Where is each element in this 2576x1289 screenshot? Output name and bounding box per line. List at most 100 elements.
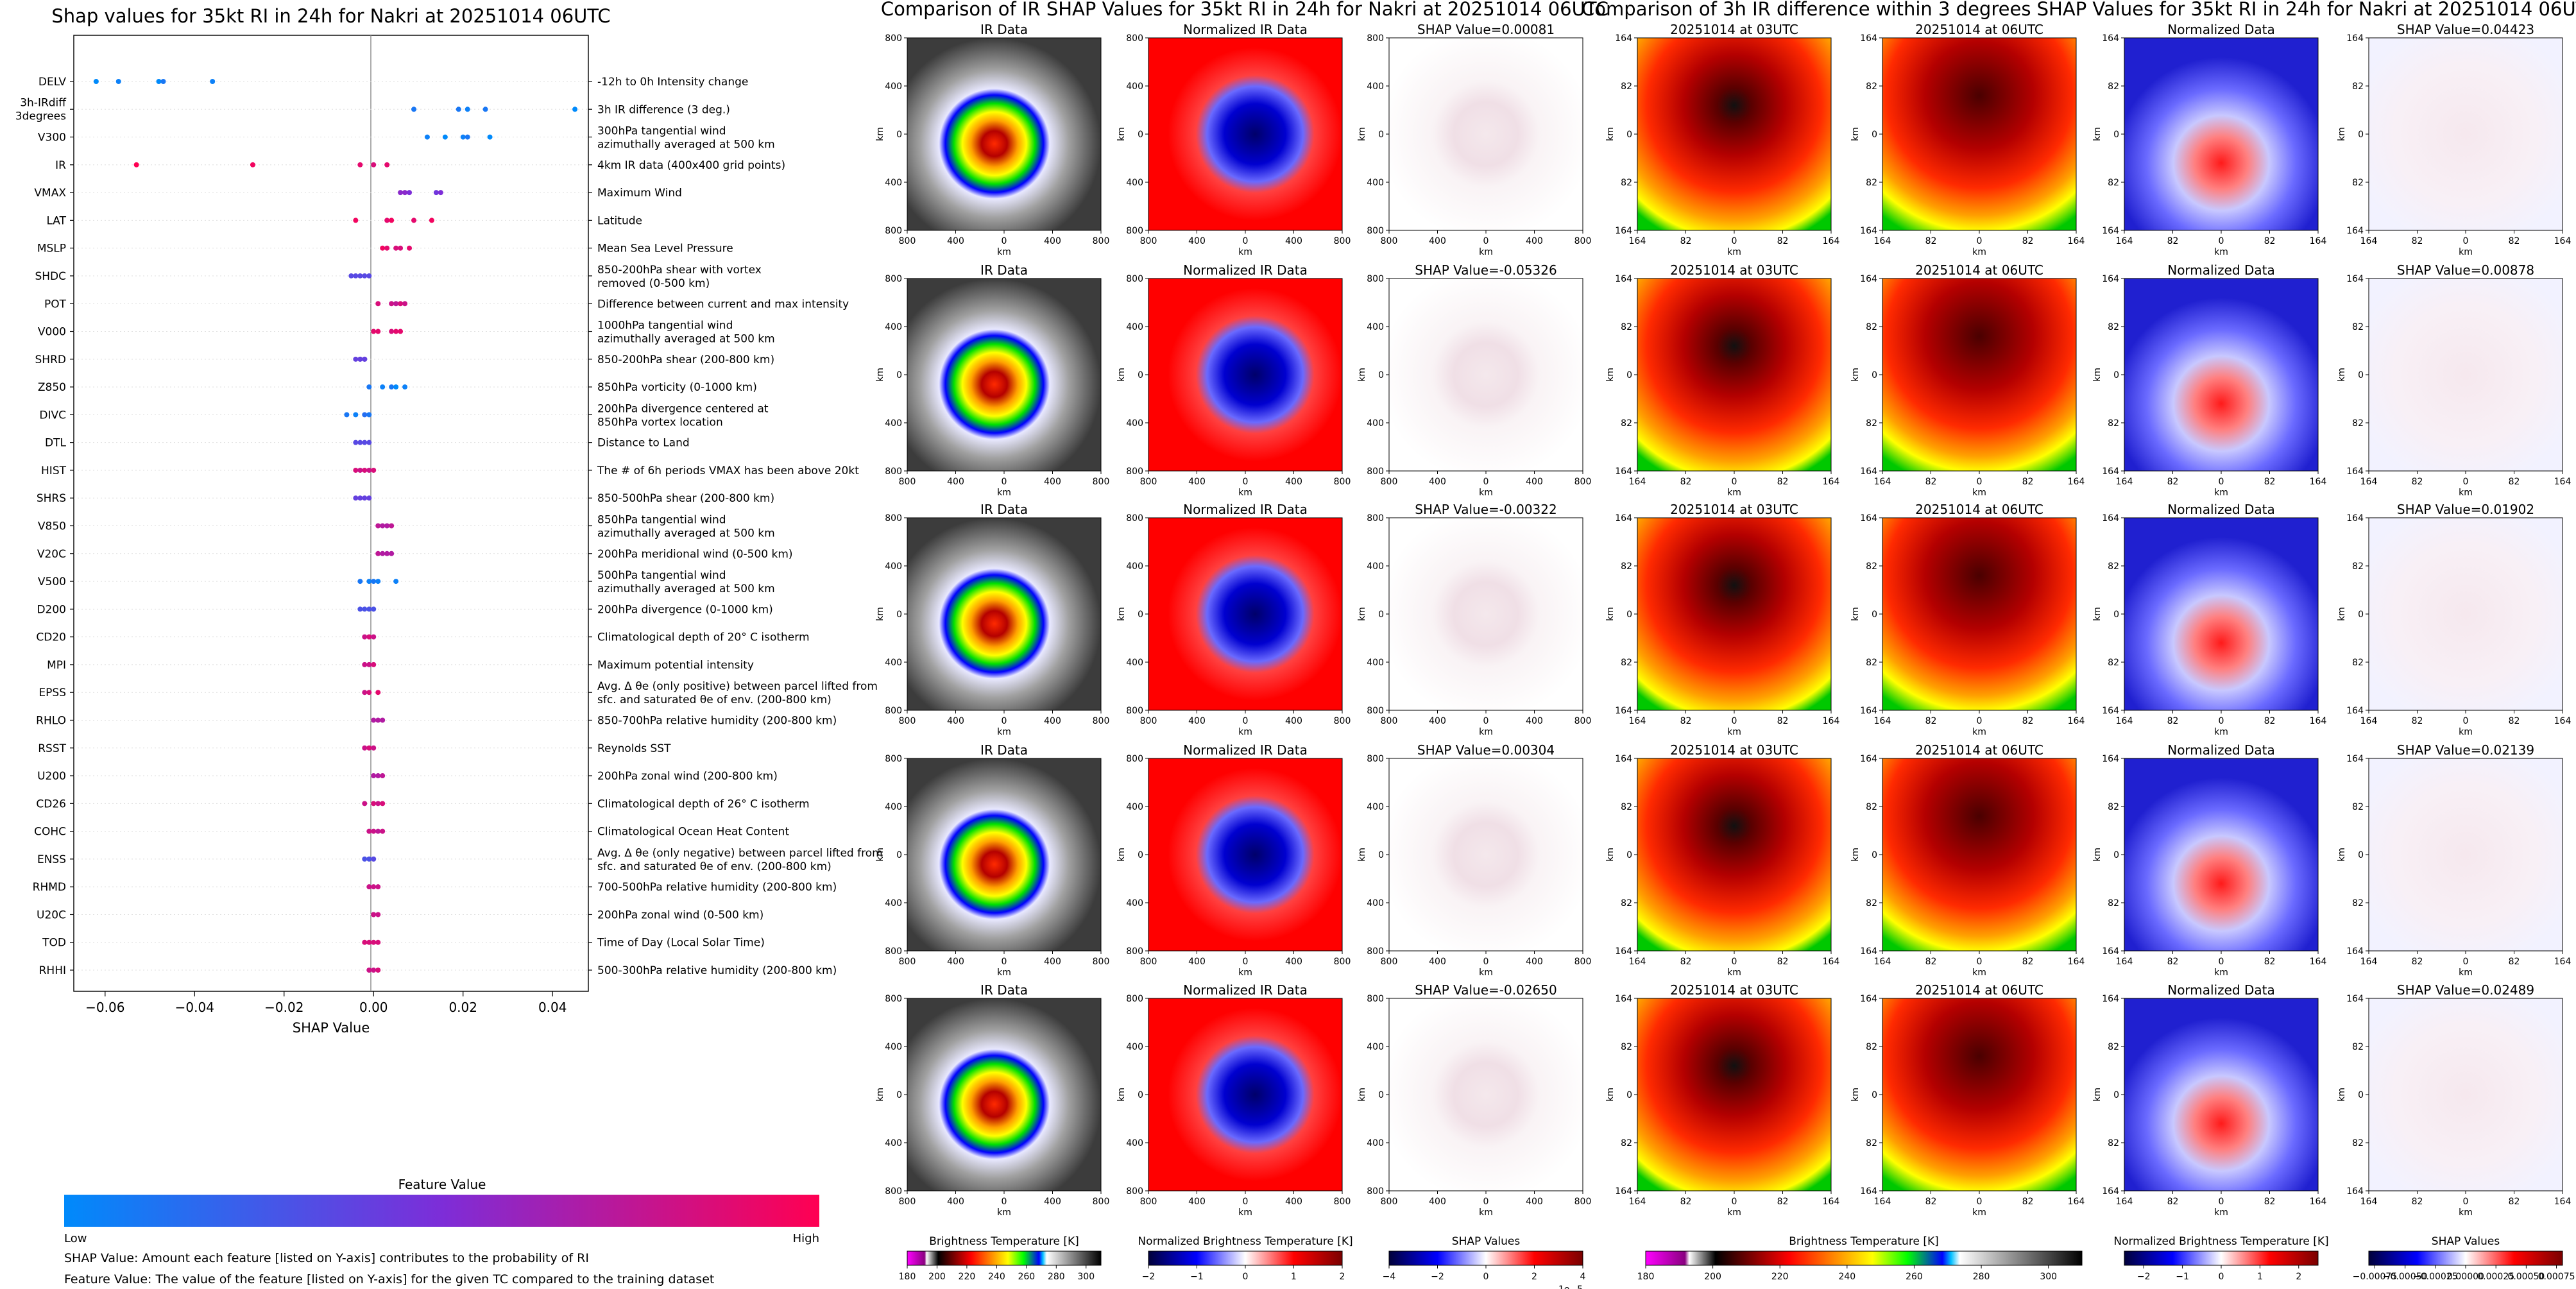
panel-x-tick-label: 400 (1044, 477, 1061, 487)
panel-y-tick-label: 800 (1367, 946, 1384, 957)
panel-x-tick-label: 164 (2116, 1197, 2133, 1207)
panel-y-tick-label: 164 (1860, 274, 1877, 284)
feature-colorbar-bar (64, 1195, 819, 1227)
panel-title: Normalized Data (2167, 502, 2275, 517)
panel-x-axis-label: km (997, 968, 1011, 978)
shap-point (362, 606, 368, 612)
ir-section-title: Comparison of IR SHAP Values for 35kt RI… (881, 0, 1608, 20)
shap-point (375, 579, 381, 585)
panel-x-tick-label: 82 (1925, 236, 1937, 246)
panel-y-tick-label: 82 (2108, 658, 2119, 668)
panel-y-tick-label: 82 (1866, 1138, 1877, 1148)
colorbar-bar (2124, 1251, 2319, 1266)
panel-y-tick-label: 82 (1621, 81, 1632, 92)
colorbar-tick-label: 2 (2296, 1272, 2301, 1282)
panel-y-tick-label: 400 (1126, 322, 1143, 332)
shap-plot-title: Shap values for 35kt RI in 24h for Nakri… (51, 5, 610, 27)
panel-y-tick-label: 800 (885, 754, 902, 764)
shap-point (389, 218, 395, 223)
panel-x-tick-label: 0 (2219, 716, 2224, 726)
shap-point (371, 606, 377, 612)
panel-y-tick-label: 82 (1621, 1138, 1632, 1148)
shap-point (353, 356, 359, 362)
panel-x-tick-label: 800 (1574, 716, 1592, 726)
shap-point (353, 495, 359, 501)
shap-point (353, 273, 359, 278)
feature-desc-label: The # of 6h periods VMAX has been above … (597, 465, 859, 477)
colorbar-tick-label: −2 (1142, 1272, 1156, 1282)
panel-x-tick-label: 400 (1188, 236, 1206, 246)
panel-x-tick-label: 400 (947, 1197, 964, 1207)
panel-x-tick-label: 800 (1093, 716, 1110, 726)
feature-code-label: MSLP (37, 243, 66, 255)
shap-point (357, 273, 363, 278)
panel-y-tick-label: 82 (2108, 1042, 2119, 1052)
panel-y-tick-label: 400 (1367, 178, 1384, 188)
panel-x-axis-label: km (1972, 1208, 1986, 1218)
panel-x-tick-label: 164 (2310, 957, 2327, 967)
feature-code-label: DELV (38, 76, 66, 89)
colorbar-label: Normalized Brightness Temperature [K] (2113, 1235, 2328, 1248)
feature-desc-label: Climatological depth of 20° C isotherm (597, 631, 810, 644)
panel-x-tick-label: 82 (2509, 236, 2520, 246)
panel-x-tick-label: 400 (1044, 716, 1061, 726)
panel-x-tick-label: 82 (2509, 957, 2520, 967)
panel-y-tick-label: 164 (2102, 994, 2119, 1004)
panel-x-tick-label: 164 (2310, 716, 2327, 726)
colorbar-tick-label: 180 (899, 1272, 916, 1282)
panel-y-tick-label: 82 (1621, 178, 1632, 188)
panel-y-tick-label: 0 (1626, 610, 1632, 620)
panel-x-tick-label: 82 (2264, 716, 2276, 726)
panel-y-axis-label: km (2337, 368, 2347, 382)
panel-y-axis-label: km (1605, 848, 1616, 862)
panel-x-tick-label: 400 (1285, 477, 1302, 487)
panel-y-tick-label: 82 (2352, 178, 2364, 188)
panel-x-tick-label: 0 (1002, 236, 1007, 246)
feature-code-label: SHRD (35, 354, 66, 366)
panel-x-tick-label: 800 (1093, 236, 1110, 246)
shap-point (384, 162, 390, 167)
panel-x-tick-label: 0 (1977, 716, 1983, 726)
panel-x-axis-label: km (2214, 968, 2228, 978)
feature-code-label: Z850 (38, 381, 66, 394)
panel-x-tick-label: 0 (2463, 477, 2469, 487)
panel-y-axis-label: km (1357, 607, 1367, 621)
panel-y-tick-label: 82 (1866, 561, 1877, 572)
panel-x-tick-label: 400 (1188, 477, 1206, 487)
panel-y-tick-label: 164 (2346, 466, 2364, 477)
panel-y-tick-label: 164 (1860, 226, 1877, 236)
panel-x-tick-label: 82 (2167, 957, 2179, 967)
shap-point (366, 495, 372, 501)
shap-point (357, 579, 363, 585)
shap-point (371, 579, 377, 585)
shap-point (407, 190, 413, 196)
panel-y-tick-label: 400 (1367, 658, 1384, 668)
panel-x-tick-label: 164 (1629, 477, 1646, 487)
panel-x-tick-label: 0 (2463, 1197, 2469, 1207)
shap-point (371, 717, 377, 723)
panel-x-tick-label: 800 (1140, 957, 1157, 967)
colorbar-label: SHAP Values (1452, 1235, 1521, 1248)
panel-x-tick-label: 82 (1925, 716, 1937, 726)
feature-code-label: RSST (38, 742, 66, 755)
colorbar-bar (907, 1251, 1102, 1266)
panel-y-tick-label: 0 (1378, 1090, 1384, 1100)
panel-y-tick-label: 164 (2102, 1186, 2119, 1197)
panel-y-axis-label: km (875, 368, 885, 382)
panel-y-tick-label: 0 (1138, 130, 1143, 140)
panel-title: Normalized IR Data (1183, 262, 1308, 278)
image-panel (1388, 37, 1583, 231)
shap-point (362, 273, 368, 278)
panel-x-tick-label: 0 (1002, 1197, 1007, 1207)
panel-x-tick-label: 0 (2219, 1197, 2224, 1207)
x-tick-label: −0.06 (85, 1000, 124, 1015)
panel-x-tick-label: 82 (2167, 236, 2179, 246)
shap-point (380, 828, 386, 834)
panel-y-tick-label: 164 (1860, 754, 1877, 764)
shap-point (438, 190, 443, 196)
feature-desc-label: sfc. and saturated θe of env. (200-800 k… (597, 860, 832, 873)
panel-y-tick-label: 82 (1621, 658, 1632, 668)
panel-x-axis-label: km (1727, 968, 1741, 978)
shap-point (353, 412, 359, 418)
colorbar-title: Feature Value (398, 1177, 486, 1192)
